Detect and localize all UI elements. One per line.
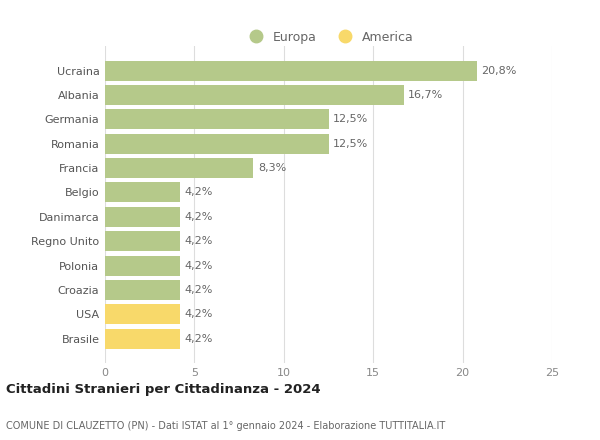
Bar xyxy=(105,280,180,300)
Text: 20,8%: 20,8% xyxy=(481,66,517,76)
Text: 4,2%: 4,2% xyxy=(185,187,213,198)
Text: 16,7%: 16,7% xyxy=(408,90,443,100)
Text: 12,5%: 12,5% xyxy=(333,114,368,125)
Bar xyxy=(105,207,180,227)
Text: Cittadini Stranieri per Cittadinanza - 2024: Cittadini Stranieri per Cittadinanza - 2… xyxy=(6,383,320,396)
Bar xyxy=(105,61,477,81)
Text: 8,3%: 8,3% xyxy=(258,163,286,173)
Text: 4,2%: 4,2% xyxy=(185,334,213,344)
Bar xyxy=(105,158,253,178)
Text: 4,2%: 4,2% xyxy=(185,285,213,295)
Bar xyxy=(105,329,180,348)
Text: 4,2%: 4,2% xyxy=(185,236,213,246)
Bar xyxy=(105,134,329,154)
Bar xyxy=(105,231,180,251)
Bar xyxy=(105,256,180,275)
Text: COMUNE DI CLAUZETTO (PN) - Dati ISTAT al 1° gennaio 2024 - Elaborazione TUTTITAL: COMUNE DI CLAUZETTO (PN) - Dati ISTAT al… xyxy=(6,421,445,431)
Bar xyxy=(105,85,404,105)
Text: 4,2%: 4,2% xyxy=(185,212,213,222)
Bar xyxy=(105,183,180,202)
Bar xyxy=(105,109,329,129)
Bar xyxy=(105,304,180,324)
Text: 4,2%: 4,2% xyxy=(185,309,213,319)
Text: 4,2%: 4,2% xyxy=(185,260,213,271)
Legend: Europa, America: Europa, America xyxy=(239,27,418,48)
Text: 12,5%: 12,5% xyxy=(333,139,368,149)
